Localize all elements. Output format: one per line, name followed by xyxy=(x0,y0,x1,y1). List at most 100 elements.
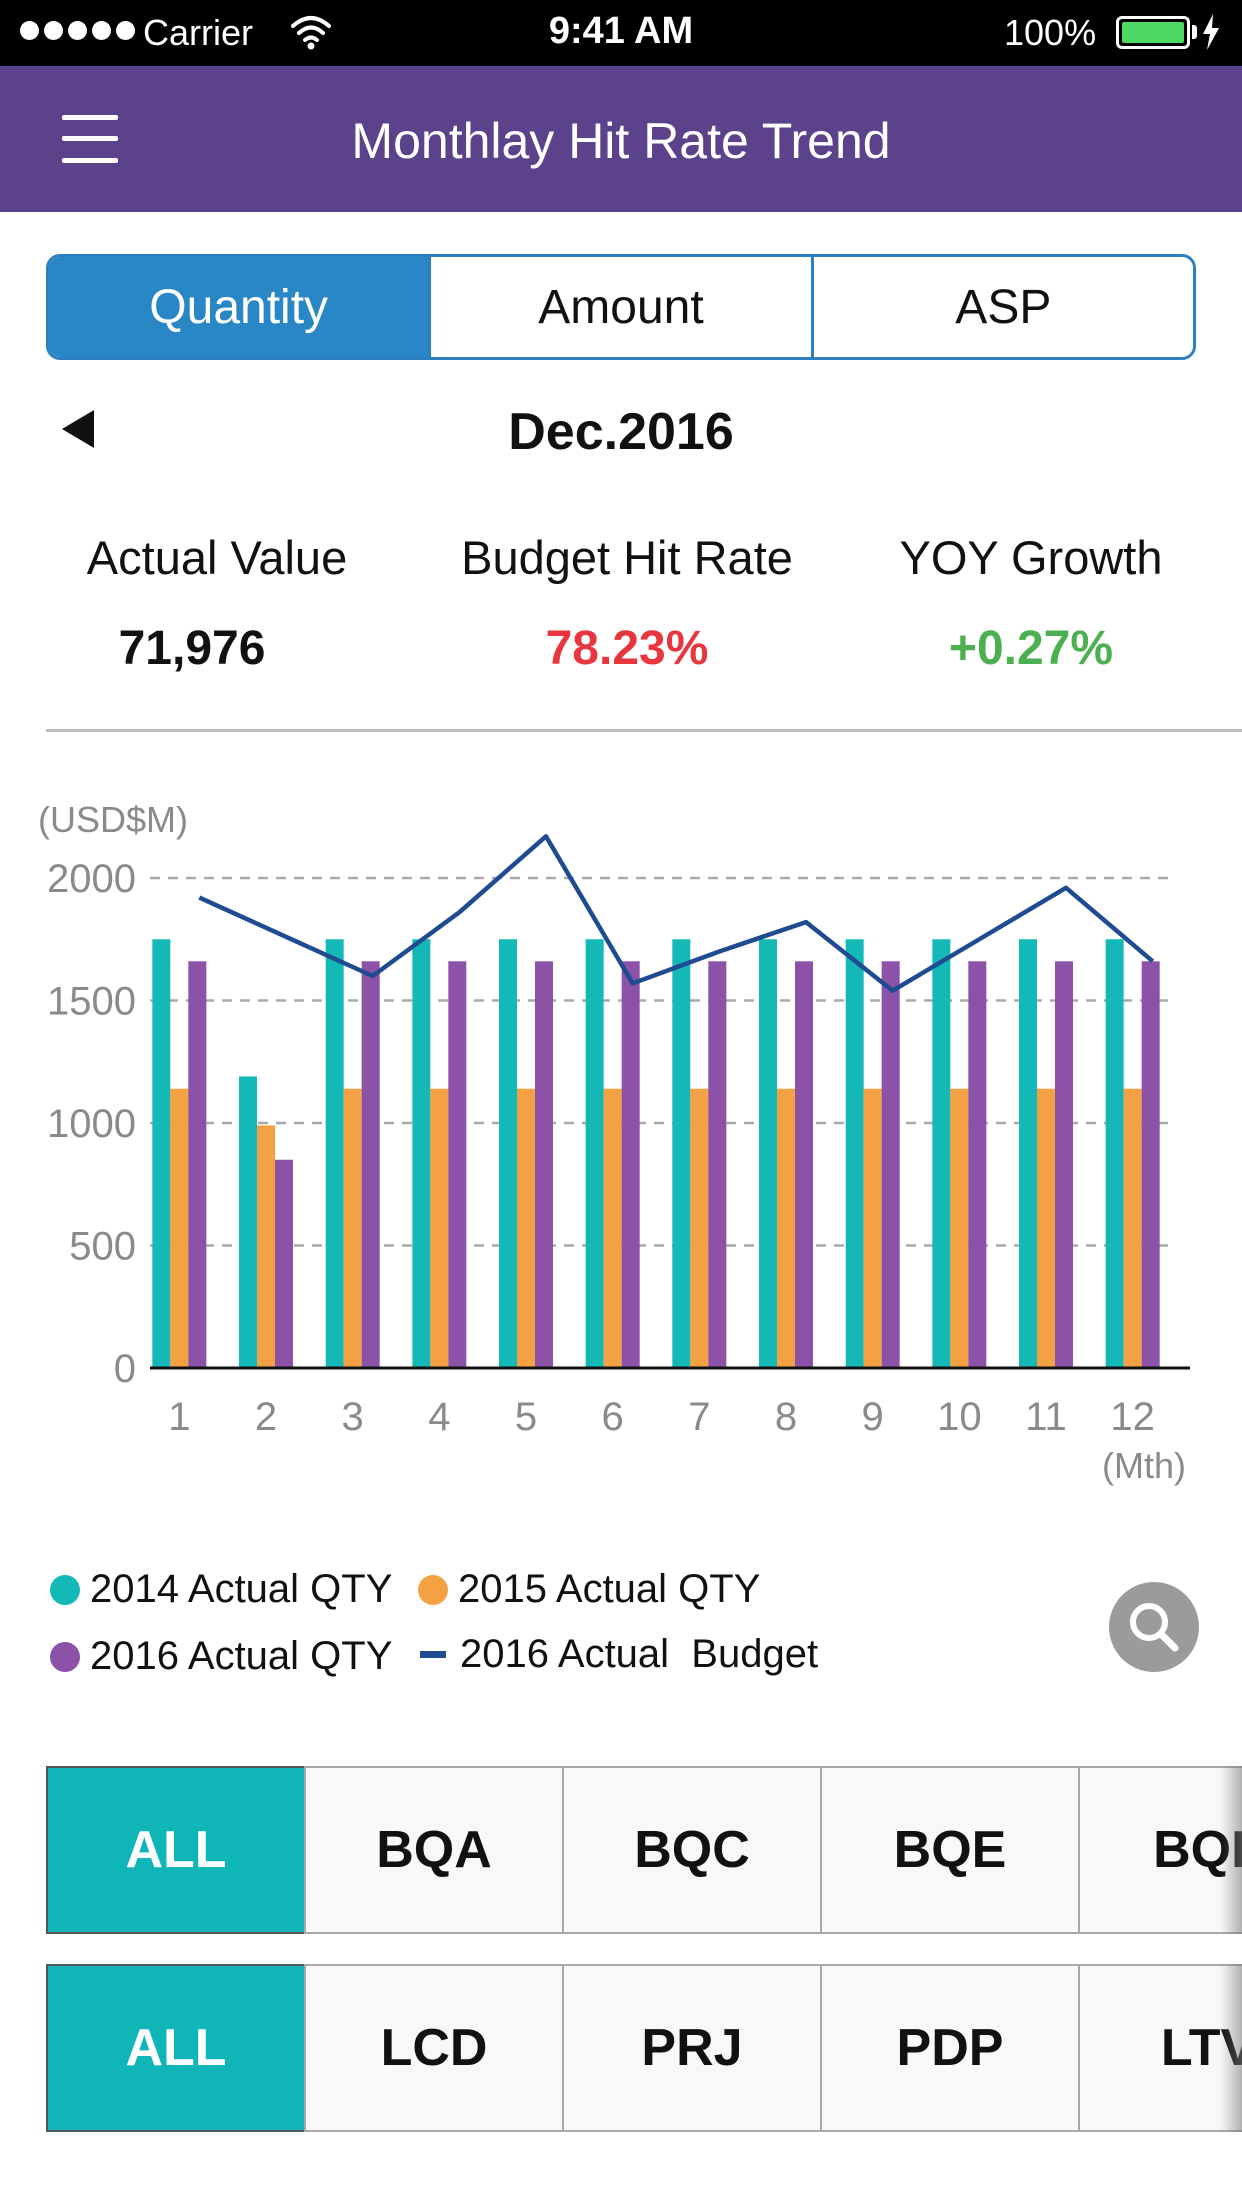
product-chip-prj[interactable]: PRJ xyxy=(562,1964,822,2132)
legend-2016-actual-budget: 2016 Actual Budget xyxy=(420,1632,818,1677)
y-tick-label: 1000 xyxy=(47,1102,136,1146)
bar-2015-actual-qty-m12 xyxy=(1123,1088,1142,1368)
triangle-left-icon[interactable] xyxy=(62,410,94,448)
bar-2014-actual-qty-m8 xyxy=(759,939,777,1368)
region-chip-bqe[interactable]: BQE xyxy=(820,1766,1080,1934)
tab-quantity[interactable]: Quantity xyxy=(49,257,429,357)
bar-2016-actual-qty-m11 xyxy=(1055,961,1073,1368)
y-unit-label: (USD$M) xyxy=(38,799,188,840)
x-tick-label: 7 xyxy=(688,1395,710,1439)
y-tick-label: 1500 xyxy=(47,980,136,1024)
bar-2015-actual-qty-m2 xyxy=(257,1125,275,1368)
region-chip-bqa[interactable]: BQA xyxy=(304,1766,564,1934)
region-chip-bql[interactable]: BQL xyxy=(1078,1766,1242,1934)
x-tick-label: 9 xyxy=(862,1395,884,1439)
bar-2014-actual-qty-m3 xyxy=(325,939,344,1368)
metric-actual-value: Actual Value 71,976 xyxy=(10,530,424,676)
bar-2016-actual-qty-m7 xyxy=(708,961,727,1368)
carrier-name: Carrier xyxy=(143,12,254,53)
divider xyxy=(46,729,1242,732)
bar-2016-actual-qty-m9 xyxy=(881,961,900,1368)
y-tick-label: 500 xyxy=(69,1225,136,1269)
bar-2016-actual-qty-m4 xyxy=(448,961,467,1368)
status-bar: Carrier 9:41 AM 100% xyxy=(0,0,1242,66)
metric-label: Actual Value xyxy=(86,531,348,584)
bar-2014-actual-qty-m11 xyxy=(1019,939,1037,1368)
product-chip-lcd[interactable]: LCD xyxy=(304,1964,564,2132)
legend-label: 2015 Actual QTY xyxy=(458,1567,761,1611)
y-tick-label: 2000 xyxy=(47,857,136,901)
region-filter-row: ALL BQA BQC BQE BQL xyxy=(46,1766,1242,1934)
period-label: Dec.2016 xyxy=(508,403,734,461)
bar-2015-actual-qty-m10 xyxy=(950,1088,969,1368)
charging-bolt-icon xyxy=(1203,14,1219,50)
product-filter-row: ALL LCD PRJ PDP LTV xyxy=(46,1964,1242,2132)
bar-2016-actual-qty-m8 xyxy=(795,961,813,1368)
bar-2015-actual-qty-m7 xyxy=(690,1088,709,1368)
x-tick-label: 6 xyxy=(602,1395,624,1439)
legend-2016-actual-qty: 2016 Actual QTY xyxy=(50,1634,392,1679)
metric-value: 71,976 xyxy=(118,622,266,675)
bar-2014-actual-qty-m6 xyxy=(585,939,604,1368)
region-chip-bqc[interactable]: BQC xyxy=(562,1766,822,1934)
budget-line xyxy=(198,834,1155,993)
bar-2015-actual-qty-m6 xyxy=(603,1088,622,1368)
x-axis-label: (Mth) xyxy=(1102,1445,1186,1486)
search-button[interactable] xyxy=(1109,1582,1199,1672)
metric-yoy-growth: YOY Growth +0.27% xyxy=(824,530,1238,676)
legend-label: 2016 Actual QTY xyxy=(90,1634,393,1678)
bar-2016-actual-qty-m2 xyxy=(275,1159,293,1368)
x-tick-label: 11 xyxy=(1025,1395,1067,1439)
bar-2015-actual-qty-m4 xyxy=(430,1088,449,1368)
tab-asp[interactable]: ASP xyxy=(810,257,1193,357)
region-chip-all[interactable]: ALL xyxy=(46,1766,306,1934)
bar-2014-actual-qty-m10 xyxy=(932,939,951,1368)
x-tick-label: 12 xyxy=(1110,1395,1155,1439)
battery-percent: 100% xyxy=(1004,12,1097,53)
x-tick-label: 4 xyxy=(428,1395,450,1439)
product-chip-ltv[interactable]: LTV xyxy=(1078,1964,1242,2132)
metric-budget-hit-rate: Budget Hit Rate 78.23% xyxy=(420,530,834,676)
legend-label: 2016 Actual Budget xyxy=(460,1632,819,1676)
tab-amount[interactable]: Amount xyxy=(428,257,811,357)
x-tick-label: 5 xyxy=(515,1395,537,1439)
bar-2016-actual-qty-m5 xyxy=(535,961,553,1368)
y-tick-label: 0 xyxy=(114,1347,136,1391)
bar-2016-actual-qty-m1 xyxy=(188,961,207,1368)
metric-label: Budget Hit Rate xyxy=(461,531,793,584)
x-tick-label: 10 xyxy=(937,1395,982,1439)
product-chip-all[interactable]: ALL xyxy=(46,1964,306,2132)
hamburger-menu-icon[interactable] xyxy=(62,115,118,163)
bar-2015-actual-qty-m1 xyxy=(170,1088,189,1368)
bar-2014-actual-qty-m12 xyxy=(1105,939,1124,1368)
metric-label: YOY Growth xyxy=(899,531,1163,584)
product-chip-pdp[interactable]: PDP xyxy=(820,1964,1080,2132)
legend-2014-actual-qty: 2014 Actual QTY xyxy=(50,1567,392,1612)
bar-2015-actual-qty-m8 xyxy=(777,1088,795,1368)
bar-2015-actual-qty-m5 xyxy=(517,1088,535,1368)
metric-tabs: Quantity Amount ASP xyxy=(46,254,1196,360)
x-tick-label: 1 xyxy=(168,1395,190,1439)
x-tick-label: 3 xyxy=(342,1395,364,1439)
search-icon xyxy=(1130,1603,1179,1652)
wifi-icon xyxy=(291,16,331,50)
x-tick-label: 8 xyxy=(775,1395,797,1439)
x-tick-label: 2 xyxy=(255,1395,277,1439)
bar-2014-actual-qty-m4 xyxy=(412,939,431,1368)
bar-2014-actual-qty-m7 xyxy=(672,939,691,1368)
bar-2014-actual-qty-m5 xyxy=(499,939,517,1368)
bar-2016-actual-qty-m6 xyxy=(621,961,640,1368)
legend-2015-actual-qty: 2015 Actual QTY xyxy=(418,1567,760,1612)
metric-value: +0.27% xyxy=(948,622,1114,675)
battery-icon xyxy=(1116,16,1190,49)
legend-line-icon xyxy=(420,1651,446,1658)
bar-2015-actual-qty-m11 xyxy=(1037,1088,1055,1368)
legend-dot-icon xyxy=(418,1574,448,1605)
bar-2014-actual-qty-m2 xyxy=(239,1076,257,1368)
legend-label: 2014 Actual QTY xyxy=(90,1567,393,1611)
bar-2016-actual-qty-m10 xyxy=(968,961,987,1368)
bar-2016-actual-qty-m3 xyxy=(361,961,380,1368)
nav-bar: Monthlay Hit Rate Trend xyxy=(0,66,1242,212)
metric-value: 78.23% xyxy=(545,622,709,675)
